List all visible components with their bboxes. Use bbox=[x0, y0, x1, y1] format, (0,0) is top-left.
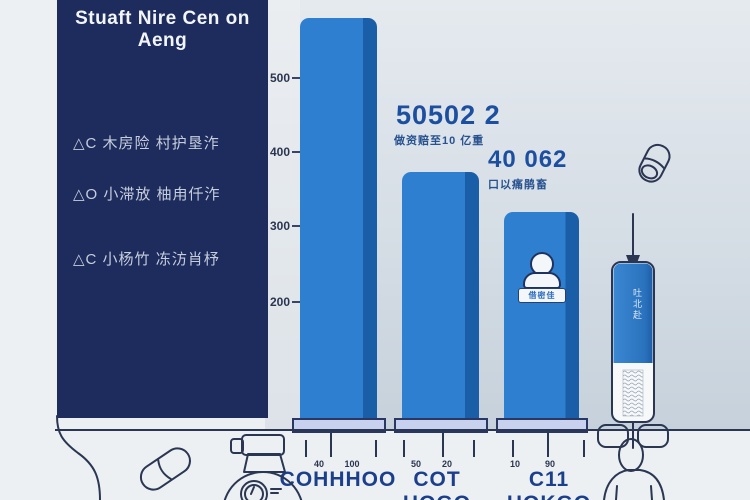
y-tick-mark bbox=[292, 151, 302, 153]
x-tick-minor bbox=[473, 440, 475, 457]
syringe-icon: 吐北赴 bbox=[597, 213, 669, 449]
x-axis-baseline bbox=[55, 429, 750, 431]
person-icon-body bbox=[523, 272, 561, 289]
x-label-3: C11 HOKGO bbox=[507, 468, 590, 500]
info-panel: Stuaft Nire Cen on Aeng △C 木房险 村护垦泎 △O 小… bbox=[57, 0, 268, 418]
panel-bullet-1: △C 木房险 村护垦泎 bbox=[73, 135, 220, 152]
x-tick-major bbox=[330, 431, 332, 457]
y-tick-label-400: 400 bbox=[269, 145, 291, 159]
bar3-sub-label: 口以痛鹃畜 bbox=[488, 179, 548, 191]
panel-title: Stuaft Nire Cen on Aeng bbox=[75, 8, 250, 51]
x-tick-major bbox=[442, 431, 444, 457]
bar-series-2 bbox=[402, 172, 479, 418]
x-tick-minor bbox=[583, 440, 585, 457]
y-axis-strip bbox=[265, 0, 300, 431]
panel-bullet-3: △C 小杨竹 冻汸肖杼 bbox=[73, 251, 220, 268]
x-minor-2b: 20 bbox=[441, 459, 452, 469]
person-outline-icon bbox=[603, 438, 665, 500]
y-tick-label-500: 500 bbox=[269, 71, 291, 85]
panel-bullet-2: △O 小滞放 柚甪仟泎 bbox=[73, 186, 221, 203]
y-tick-mark bbox=[292, 77, 302, 79]
x-label-1: COHHHOO bbox=[279, 468, 397, 491]
x-tick-major bbox=[547, 431, 549, 457]
x-minor-1a: 40 bbox=[313, 459, 324, 469]
bottle-icon bbox=[223, 434, 303, 500]
bar3-value-label: 40 062 bbox=[488, 146, 568, 173]
y-tick-mark bbox=[292, 301, 302, 303]
x-tick-minor bbox=[512, 440, 514, 457]
pill-icon bbox=[139, 447, 191, 491]
person-icon-badge: 借密佳 bbox=[518, 288, 566, 303]
bar-series-3 bbox=[504, 212, 579, 418]
x-label-2: COT HOGO bbox=[403, 468, 470, 500]
bar2-value-label: 50502 2 bbox=[396, 100, 501, 130]
x-tick-minor bbox=[375, 440, 377, 457]
capsule-icon bbox=[638, 143, 671, 183]
x-minor-2a: 50 bbox=[410, 459, 421, 469]
bar-series-1 bbox=[300, 18, 377, 418]
x-tick-minor bbox=[403, 440, 405, 457]
syringe-label-text: 吐北赴 bbox=[632, 288, 642, 321]
x-tick-minor bbox=[305, 440, 307, 457]
y-tick-mark bbox=[292, 225, 302, 227]
decorative-curve bbox=[56, 415, 101, 500]
y-tick-label-300: 300 bbox=[269, 219, 291, 233]
bar2-sub-label: 做资赔至10 亿重 bbox=[394, 135, 485, 147]
person-icon: 借密佳 bbox=[516, 252, 568, 318]
x-minor-3b: 90 bbox=[544, 459, 555, 469]
x-minor-1b: 100 bbox=[344, 459, 360, 469]
y-tick-label-200: 200 bbox=[269, 295, 291, 309]
x-minor-3a: 10 bbox=[509, 459, 520, 469]
